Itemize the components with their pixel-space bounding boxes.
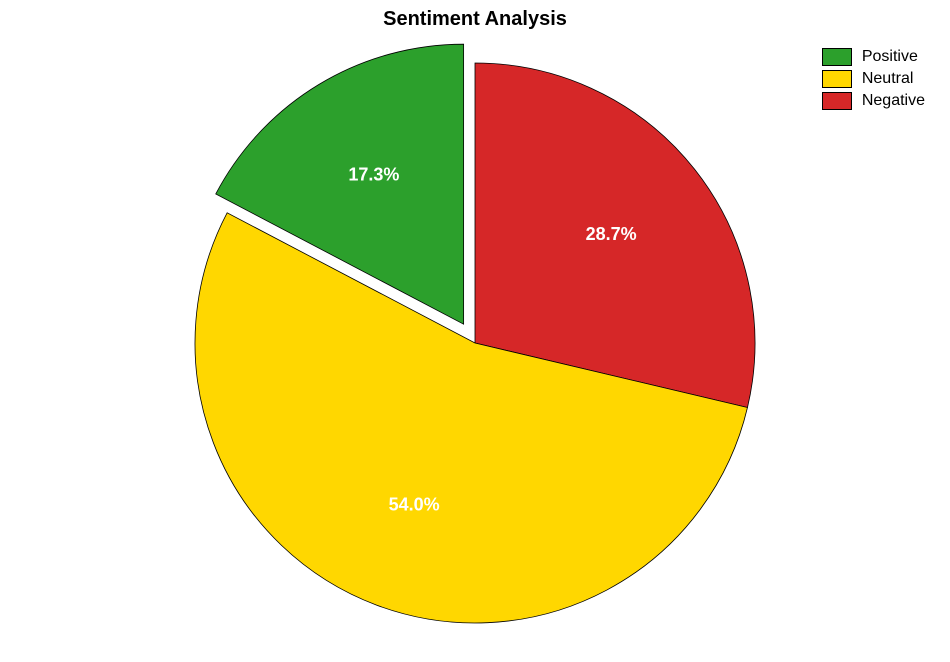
legend-label-negative: Negative xyxy=(862,92,925,110)
legend-swatch-neutral xyxy=(822,70,852,88)
legend-swatch-positive xyxy=(822,48,852,66)
legend-item-negative: Negative xyxy=(822,92,925,110)
legend-label-positive: Positive xyxy=(862,48,918,66)
pie-svg: 28.7% 54.0% 17.3% xyxy=(0,0,950,662)
legend-item-neutral: Neutral xyxy=(822,70,925,88)
slice-label-neutral: 54.0% xyxy=(389,494,440,514)
slice-label-positive: 17.3% xyxy=(348,164,399,184)
legend-label-neutral: Neutral xyxy=(862,70,914,88)
legend: Positive Neutral Negative xyxy=(822,48,925,114)
sentiment-pie-chart: Sentiment Analysis 28.7%54.0%17.3% Posit… xyxy=(0,0,950,662)
legend-item-positive: Positive xyxy=(822,48,925,66)
legend-swatch-negative xyxy=(822,92,852,110)
slice-label-negative: 28.7% xyxy=(586,224,637,244)
